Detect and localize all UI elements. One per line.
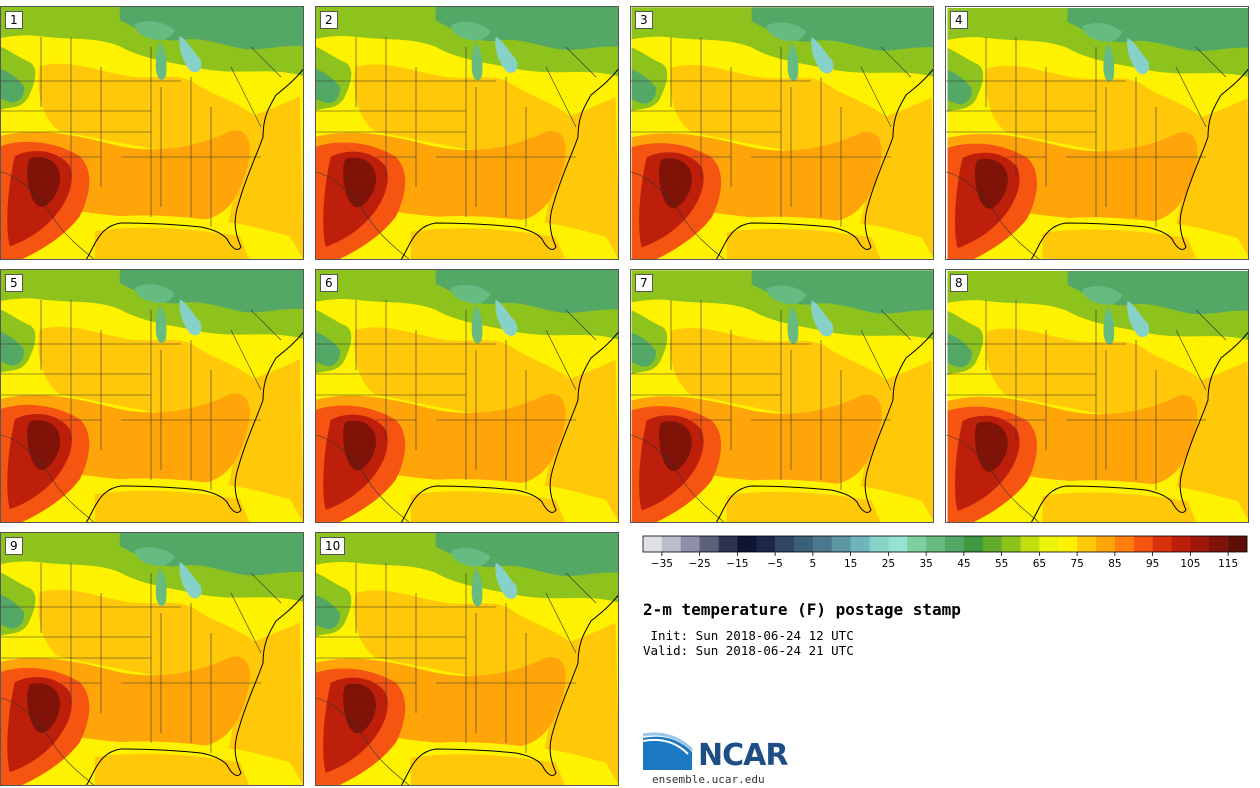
colorbar-tick-label: 95 (1146, 558, 1159, 570)
colorbar-swatch (1021, 536, 1040, 552)
temperature-colorbar: −35 −25 −15 −5 5 15 25 35 45 55 65 75 85 95 105 115 (642, 535, 1248, 575)
colorbar-swatch (1077, 536, 1096, 552)
panel-number-label: 8 (950, 274, 968, 292)
colorbar-swatch (794, 536, 813, 552)
colorbar-tick-label: 35 (919, 558, 932, 570)
colorbar-tick-label: 55 (995, 558, 1008, 570)
panel-number-label: 2 (320, 11, 338, 29)
temperature-map (1, 270, 304, 523)
colorbar-swatch (681, 536, 700, 552)
colorbar-swatch (775, 536, 794, 552)
colorbar-tick-label: −35 (651, 558, 673, 570)
panel-number-label: 6 (320, 274, 338, 292)
colorbar-tick-label: 45 (957, 558, 970, 570)
colorbar-swatch (1209, 536, 1228, 552)
colorbar-swatch (945, 536, 964, 552)
colorbar-tick-label: 75 (1070, 558, 1083, 570)
temperature-map (1, 533, 304, 786)
stamp-panel-5: 5 (0, 269, 304, 523)
colorbar-swatch (1115, 536, 1134, 552)
stamp-panel-4: 4 (945, 6, 1249, 260)
colorbar-swatch (756, 536, 775, 552)
colorbar-tick-label: −5 (767, 558, 782, 570)
colorbar-swatch (888, 536, 907, 552)
site-url: ensemble.ucar.edu (652, 773, 765, 786)
colorbar-tick-label: 5 (810, 558, 817, 570)
panel-number-label: 5 (5, 274, 23, 292)
valid-time: Valid: Sun 2018-06-24 21 UTC (643, 643, 854, 658)
stamp-panel-1: 1 (0, 6, 304, 260)
panel-number-label: 9 (5, 537, 23, 555)
panel-number-label: 3 (635, 11, 653, 29)
temperature-map (946, 7, 1249, 260)
temperature-map (631, 270, 934, 523)
colorbar-swatch (1172, 536, 1191, 552)
colorbar-swatch (1228, 536, 1247, 552)
stamp-panel-2: 2 (315, 6, 619, 260)
temperature-map (316, 7, 619, 260)
colorbar-swatch (737, 536, 756, 552)
colorbar-swatch (870, 536, 889, 552)
temperature-map (631, 7, 934, 260)
stamp-panel-3: 3 (630, 6, 934, 260)
colorbar-swatch (907, 536, 926, 552)
colorbar-swatch (643, 536, 662, 552)
colorbar-swatch (1190, 536, 1209, 552)
colorbar-tick-label: 65 (1033, 558, 1046, 570)
stamp-panel-9: 9 (0, 532, 304, 786)
colorbar-tick-label: 105 (1180, 558, 1200, 570)
colorbar-swatch (964, 536, 983, 552)
temperature-map (316, 533, 619, 786)
colorbar-tick-label: −15 (726, 558, 748, 570)
temperature-map (1, 7, 304, 260)
stamp-panel-6: 6 (315, 269, 619, 523)
colorbar-tick-label: 15 (844, 558, 857, 570)
colorbar-swatch (1153, 536, 1172, 552)
colorbar-swatch (851, 536, 870, 552)
colorbar-swatch (700, 536, 719, 552)
colorbar-swatch (1058, 536, 1077, 552)
init-time: Init: Sun 2018-06-24 12 UTC (643, 628, 854, 643)
stamp-panel-8: 8 (945, 269, 1249, 523)
colorbar-tick-label: 85 (1108, 558, 1121, 570)
panel-number-label: 4 (950, 11, 968, 29)
colorbar-swatch (983, 536, 1002, 552)
figure-title: 2-m temperature (F) postage stamp (643, 600, 961, 619)
ncar-logo-text: NCAR (698, 738, 787, 773)
panel-number-label: 1 (5, 11, 23, 29)
colorbar-swatch (719, 536, 738, 552)
colorbar-tick-label: −25 (689, 558, 711, 570)
stamp-panel-7: 7 (630, 269, 934, 523)
colorbar-swatch (813, 536, 832, 552)
colorbar-swatch (1134, 536, 1153, 552)
colorbar-tick-label: 115 (1218, 558, 1238, 570)
colorbar-swatch (832, 536, 851, 552)
colorbar-tick-label: 25 (882, 558, 895, 570)
temperature-map (316, 270, 619, 523)
temperature-map (946, 270, 1249, 523)
panel-number-label: 10 (320, 537, 345, 555)
colorbar-swatch (926, 536, 945, 552)
stamp-panel-10: 10 (315, 532, 619, 786)
panel-number-label: 7 (635, 274, 653, 292)
colorbar-swatch (662, 536, 681, 552)
colorbar-swatch (1002, 536, 1021, 552)
colorbar-swatch (1039, 536, 1058, 552)
colorbar-swatch (1096, 536, 1115, 552)
